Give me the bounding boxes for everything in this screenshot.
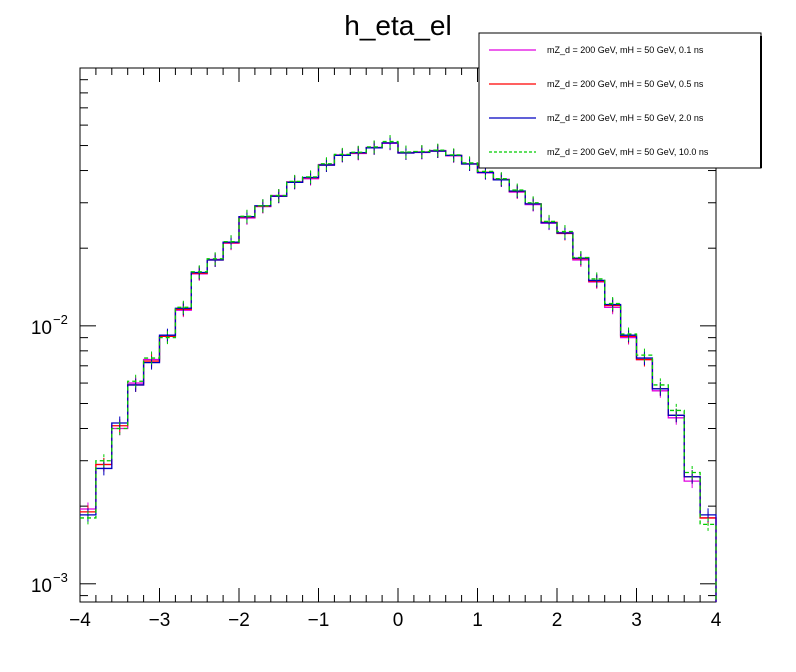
legend-label: mZ_d = 200 GeV, mH = 50 GeV, 10.0 ns bbox=[547, 147, 709, 157]
series-line bbox=[80, 142, 717, 602]
legend-label: mZ_d = 200 GeV, mH = 50 GeV, 0.5 ns bbox=[547, 79, 704, 89]
x-tick-label: −4 bbox=[69, 610, 91, 631]
series-line bbox=[80, 142, 717, 602]
y-tick-label: 10 −2 bbox=[31, 312, 68, 339]
series-2 bbox=[80, 136, 717, 602]
series-3 bbox=[80, 136, 717, 602]
x-tick-label: 0 bbox=[393, 610, 404, 631]
x-tick-label: 1 bbox=[472, 610, 483, 631]
series-line bbox=[80, 140, 717, 602]
x-tick-label: 4 bbox=[711, 610, 722, 631]
legend-item: mZ_d = 200 GeV, mH = 50 GeV, 0.5 ns bbox=[489, 79, 704, 89]
x-tick-label: −2 bbox=[228, 610, 250, 631]
legend-item: mZ_d = 200 GeV, mH = 50 GeV, 2.0 ns bbox=[489, 113, 704, 123]
legend-item: mZ_d = 200 GeV, mH = 50 GeV, 10.0 ns bbox=[489, 147, 709, 157]
x-tick-label: −1 bbox=[308, 610, 330, 631]
x-tick-label: 3 bbox=[631, 610, 642, 631]
legend-label: mZ_d = 200 GeV, mH = 50 GeV, 0.1 ns bbox=[547, 45, 704, 55]
y-tick-label-exponent: −3 bbox=[53, 570, 68, 585]
y-tick-label-exponent: −2 bbox=[53, 312, 68, 327]
chart-title: h_eta_el bbox=[344, 10, 451, 41]
legend-label: mZ_d = 200 GeV, mH = 50 GeV, 2.0 ns bbox=[547, 113, 704, 123]
x-tick-label: −3 bbox=[149, 610, 171, 631]
legend-item: mZ_d = 200 GeV, mH = 50 GeV, 0.1 ns bbox=[489, 45, 704, 55]
y-tick-label: 10 −3 bbox=[31, 570, 68, 597]
series-group bbox=[80, 135, 717, 602]
series-1 bbox=[80, 136, 717, 602]
legend-box bbox=[478, 32, 762, 169]
y-tick-label-base: 10 bbox=[31, 576, 52, 597]
series-line bbox=[80, 142, 717, 602]
legend: mZ_d = 200 GeV, mH = 50 GeV, 0.1 ns mZ_d … bbox=[478, 32, 762, 169]
x-tick-label: 2 bbox=[552, 610, 563, 631]
y-tick-label-base: 10 bbox=[31, 318, 52, 339]
series-4 bbox=[80, 135, 717, 602]
